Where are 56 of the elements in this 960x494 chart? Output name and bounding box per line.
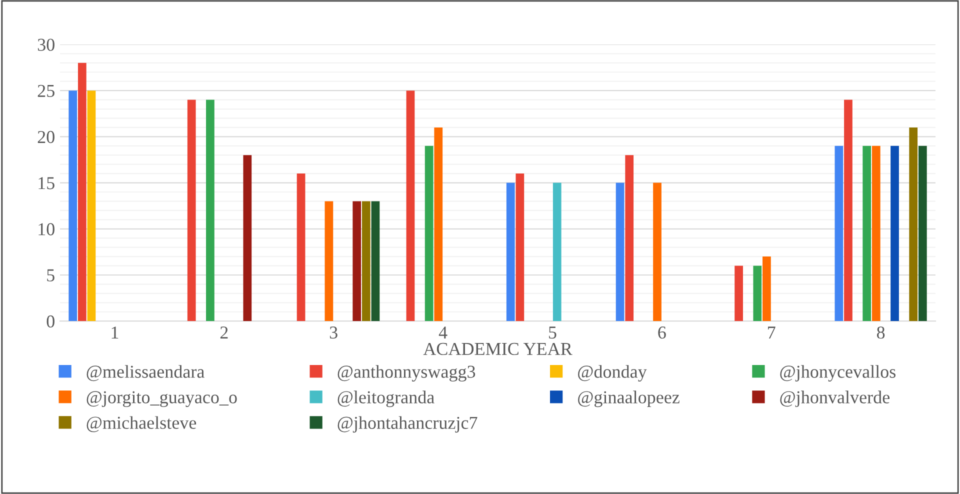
legend-label: @jhonycevallos: [780, 365, 896, 382]
bar: [616, 182, 624, 322]
bar: [734, 266, 743, 322]
y-tick-label: 20: [38, 130, 54, 144]
bar: [406, 90, 415, 322]
x-tick-label: 1: [112, 326, 118, 338]
y-tick-label: 0: [46, 315, 54, 328]
bar: [834, 146, 844, 322]
y-tick-label: 5: [47, 269, 54, 282]
bar: [552, 182, 562, 322]
bar: [909, 127, 918, 322]
bar: [324, 201, 334, 322]
bar: [872, 146, 880, 322]
bar: [371, 201, 380, 322]
bar: [352, 201, 362, 322]
x-tick-label: 5: [549, 326, 556, 339]
bar: [844, 100, 852, 322]
bar: [296, 174, 306, 322]
y-tick-label: 10: [38, 223, 54, 236]
bar: [516, 174, 524, 322]
legend-label: @leitogranda: [338, 390, 434, 408]
bar: [424, 146, 434, 322]
x-tick-label: 8: [876, 326, 885, 339]
y-tick-label: 30: [38, 38, 54, 51]
legend-label: @melissaendara: [86, 365, 204, 382]
bar: [762, 256, 771, 322]
bar: [625, 155, 634, 322]
bar: [918, 146, 927, 322]
bar: [206, 100, 214, 322]
legend-label: @donday: [578, 365, 647, 382]
bar: [506, 182, 515, 322]
bar: [68, 90, 78, 322]
legend-label: @ginaalopeez: [578, 390, 680, 408]
bar: [87, 90, 96, 322]
legend-label: @jorgito_guayaco_o: [86, 391, 237, 408]
x-tick-label: 4: [438, 326, 448, 338]
bar: [862, 146, 872, 322]
bar: [753, 266, 762, 322]
bar: [187, 100, 196, 322]
bar: [890, 146, 899, 322]
bar: [78, 62, 86, 322]
y-tick-label: 15: [38, 177, 54, 190]
y-tick-label: 25: [38, 84, 54, 98]
x-tick-label: 2: [220, 326, 228, 338]
x-tick-label: 6: [658, 326, 666, 339]
legend-label: @michaelsteve: [86, 416, 196, 432]
x-tick-label: 7: [768, 326, 776, 338]
bar: [243, 155, 252, 322]
x-tick-label: 3: [330, 326, 338, 339]
legend-label: @anthonnyswagg3: [338, 365, 476, 382]
legend-label: @jhontahancruzjc7: [338, 416, 478, 433]
bar: [434, 127, 443, 322]
x-axis-title: ACADEMIC YEAR: [423, 342, 572, 356]
legend-label: @jhonvalverde: [780, 390, 890, 408]
bar: [362, 201, 370, 322]
bar: [653, 182, 662, 322]
